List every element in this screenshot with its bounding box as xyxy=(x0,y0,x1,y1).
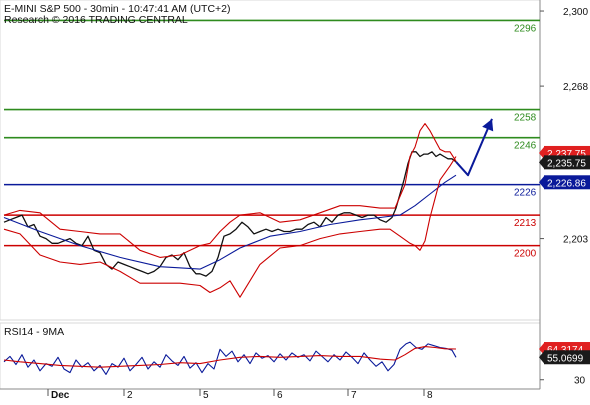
levels-layer: 2296 2258 2246 2226 2213 2200 xyxy=(4,19,540,260)
series-moving-average xyxy=(3,174,457,270)
price-tag-2-text: 2,226.86 xyxy=(547,178,586,189)
y-tick-label: 2,203 xyxy=(563,235,588,246)
price-tag-1-box xyxy=(544,155,590,170)
price-tag-2-box xyxy=(544,175,590,190)
x-tick-label: 5 xyxy=(203,390,209,400)
main-series-layer xyxy=(3,118,494,298)
rsi-tag-1-box xyxy=(544,350,590,365)
x-tick-label: Dec xyxy=(51,390,70,400)
price-tag-2: 2,226.86 xyxy=(539,175,590,190)
price-tag-1: 2,235.75 xyxy=(539,155,590,170)
rsi-y-tick-label: 30 xyxy=(574,376,586,387)
series-bollinger-lower xyxy=(3,156,457,298)
series-price xyxy=(3,151,457,277)
price-tag-0-pointer xyxy=(539,146,544,159)
level-label-bg-2200 xyxy=(512,246,539,259)
rsi-tag-1-pointer xyxy=(539,351,544,364)
series-bollinger-upper xyxy=(3,123,457,258)
x-tick-label: 7 xyxy=(351,390,357,400)
level-label-bg-2246 xyxy=(512,138,539,151)
level-label-2246: 2246 xyxy=(514,141,537,152)
price-tag-1-text: 2,235.75 xyxy=(547,158,586,169)
level-label-bg-2213 xyxy=(512,216,539,229)
level-label-2258: 2258 xyxy=(514,113,537,124)
projection-arrowhead xyxy=(482,118,494,132)
rsi-tag-1-text: 55.0699 xyxy=(547,353,584,364)
x-ticks-layer: Dec 2 5 6 7 8 xyxy=(47,389,433,401)
y-tick-label: 2,268 xyxy=(563,82,588,93)
rsi-tag-0-pointer xyxy=(539,343,544,356)
price-tag-0-text: 2,237.75 xyxy=(547,149,586,160)
level-label-bg-2296 xyxy=(512,21,539,34)
rsi-plot-area xyxy=(0,322,541,390)
level-label-bg-2258 xyxy=(512,110,539,123)
level-label-2200: 2200 xyxy=(514,249,537,260)
rsi-series-ma xyxy=(3,346,457,368)
x-tick-label: 2 xyxy=(127,390,133,400)
tags-layer: 2,237.752,235.752,226.8664.317455.0699 xyxy=(539,145,590,365)
rsi-title: RSI14 - 9MA xyxy=(4,326,64,338)
y-tick-label: 2,300 xyxy=(563,7,588,18)
rsi-series-layer xyxy=(3,341,457,375)
level-label-2213: 2213 xyxy=(514,218,537,229)
series-projection xyxy=(455,118,493,177)
level-label-bg-2226 xyxy=(512,185,539,198)
level-label-2296: 2296 xyxy=(514,23,537,34)
chart-title: E-MINI S&P 500 - 30min - 10:47:41 AM (UT… xyxy=(4,3,231,15)
level-label-2226: 2226 xyxy=(514,188,537,199)
x-tick-label: 6 xyxy=(277,390,283,400)
chart-subtitle: Research © 2016 TRADING CENTRAL xyxy=(4,14,188,26)
price-tag-1-pointer xyxy=(539,156,544,169)
x-tick-label: 8 xyxy=(427,390,433,400)
rsi-tag-1: 55.0699 xyxy=(539,350,590,365)
rsi-series-rsi xyxy=(3,341,457,375)
main-plot-area xyxy=(0,0,541,321)
price-tag-2-pointer xyxy=(539,176,544,189)
